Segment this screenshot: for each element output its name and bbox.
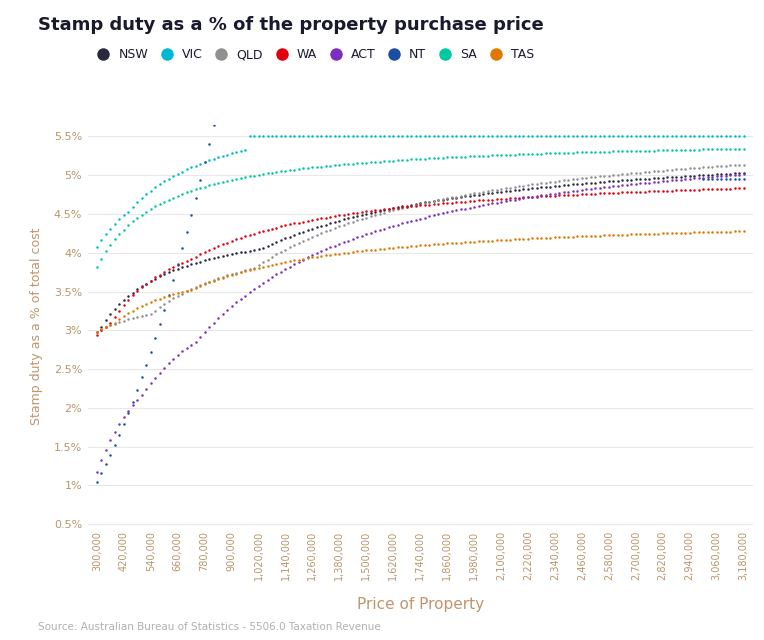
X-axis label: Price of Property: Price of Property [357,597,484,612]
Text: Stamp duty as a % of the property purchase price: Stamp duty as a % of the property purcha… [38,16,544,34]
Legend: NSW, VIC, QLD, WA, ACT, NT, SA, TAS: NSW, VIC, QLD, WA, ACT, NT, SA, TAS [91,49,534,61]
Y-axis label: Stamp duty as a % of total cost: Stamp duty as a % of total cost [30,228,43,425]
Text: Source: Australian Bureau of Statistics - 5506.0 Taxation Revenue: Source: Australian Bureau of Statistics … [38,622,381,632]
